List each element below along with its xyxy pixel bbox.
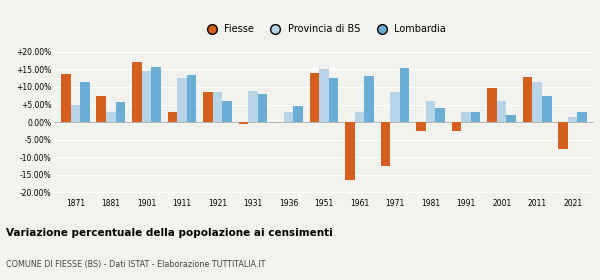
Bar — [319, 69, 329, 122]
Bar — [293, 106, 303, 122]
Bar — [106, 112, 116, 122]
Bar — [284, 112, 293, 122]
Bar — [151, 67, 161, 122]
Bar — [506, 115, 516, 122]
Bar — [61, 74, 71, 122]
Bar — [97, 97, 106, 122]
Bar — [390, 92, 400, 122]
Bar — [248, 90, 258, 122]
Bar — [222, 101, 232, 122]
Bar — [212, 92, 222, 122]
Bar — [187, 75, 196, 122]
Bar — [452, 122, 461, 131]
Bar — [132, 62, 142, 122]
Bar — [355, 112, 364, 122]
Bar — [416, 122, 426, 131]
Text: COMUNE DI FIESSE (BS) - Dati ISTAT - Elaborazione TUTTITALIA.IT: COMUNE DI FIESSE (BS) - Dati ISTAT - Ela… — [6, 260, 265, 269]
Bar — [71, 104, 80, 122]
Bar — [426, 101, 436, 122]
Bar — [577, 112, 587, 122]
Bar — [436, 108, 445, 122]
Bar — [400, 68, 409, 122]
Bar — [461, 112, 471, 122]
Text: Variazione percentuale della popolazione ai censimenti: Variazione percentuale della popolazione… — [6, 228, 333, 238]
Bar — [471, 112, 481, 122]
Bar — [167, 112, 177, 122]
Bar — [258, 94, 268, 122]
Bar — [329, 78, 338, 122]
Bar — [239, 122, 248, 124]
Bar — [364, 76, 374, 122]
Bar — [80, 82, 90, 122]
Bar — [380, 122, 390, 166]
Bar — [532, 82, 542, 122]
Bar — [142, 71, 151, 122]
Bar — [523, 77, 532, 122]
Bar — [497, 101, 506, 122]
Bar — [310, 73, 319, 122]
Bar — [487, 88, 497, 122]
Bar — [568, 117, 577, 122]
Bar — [542, 96, 551, 122]
Bar — [558, 122, 568, 148]
Bar — [116, 102, 125, 122]
Legend: Fiesse, Provincia di BS, Lombardia: Fiesse, Provincia di BS, Lombardia — [200, 22, 448, 36]
Bar — [345, 122, 355, 180]
Bar — [177, 78, 187, 122]
Bar — [203, 92, 212, 122]
